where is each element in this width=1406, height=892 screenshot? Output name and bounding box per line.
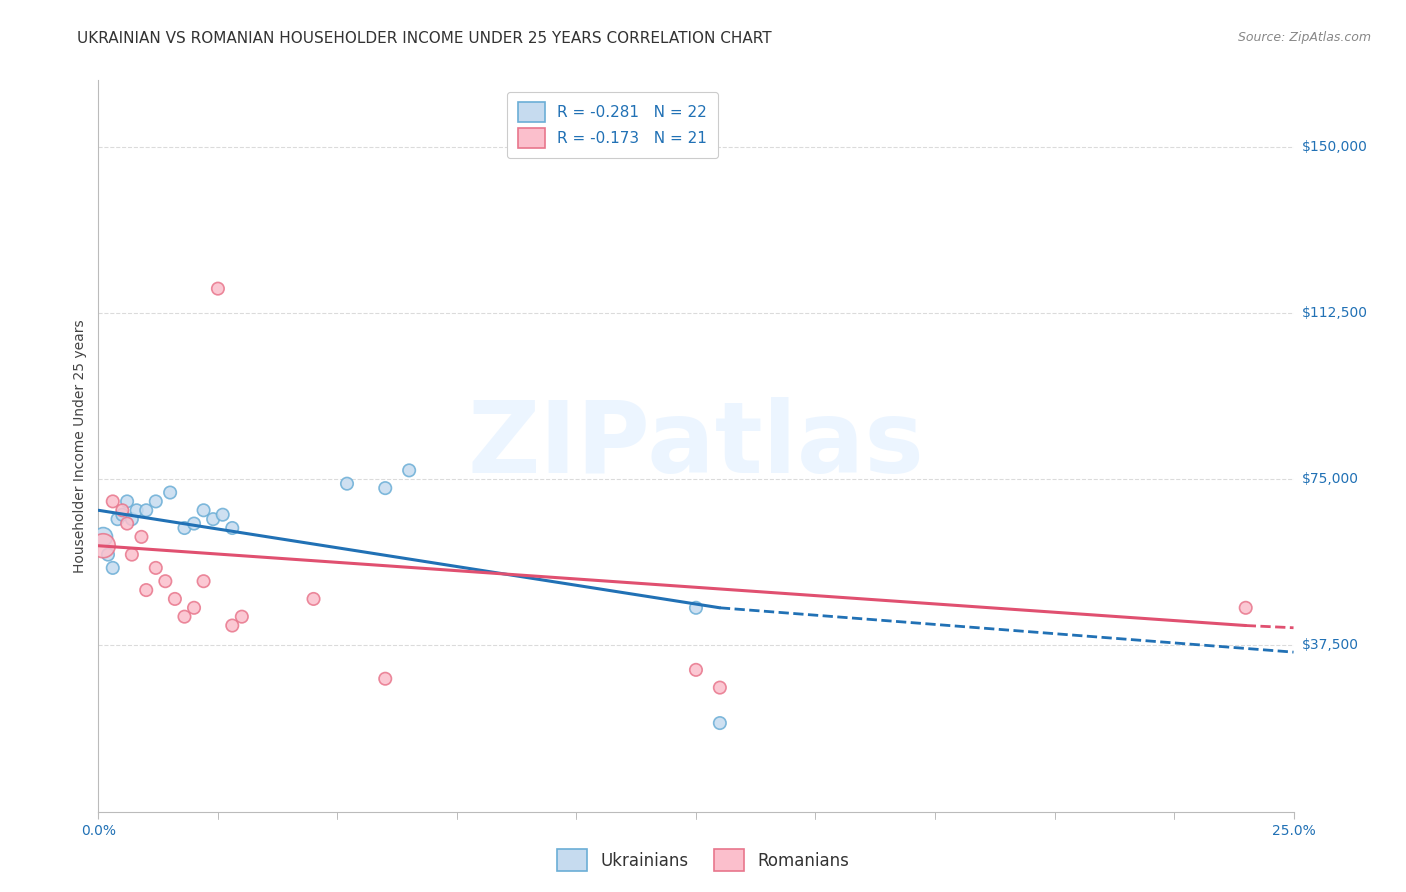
Point [155,574,177,589]
Point [183,600,205,615]
Text: Source: ZipAtlas.com: Source: ZipAtlas.com [1237,31,1371,45]
Point [91,530,114,544]
Text: ZIPatlas: ZIPatlas [468,398,924,494]
Point [685,663,707,677]
Point [202,512,225,526]
Point [145,561,167,575]
Point [101,494,124,508]
Legend: Ukrainians, Romanians: Ukrainians, Romanians [548,841,858,880]
Point [115,516,138,531]
Point [709,716,731,731]
Point [193,574,215,589]
Point [131,530,153,544]
Text: $75,000: $75,000 [1302,472,1358,486]
Point [125,503,148,517]
Point [398,463,420,477]
Legend: R = -0.281   N = 22, R = -0.173   N = 21: R = -0.281 N = 22, R = -0.173 N = 21 [506,92,718,159]
Point [121,512,143,526]
Point [115,494,138,508]
Point [91,539,114,553]
Point [1234,600,1257,615]
Point [163,591,186,606]
Point [193,503,215,517]
Point [231,609,253,624]
Point [302,591,325,606]
Point [145,494,167,508]
Point [207,282,229,296]
Point [183,516,205,531]
Point [159,485,181,500]
Point [111,508,134,522]
Point [107,512,129,526]
Text: $112,500: $112,500 [1302,306,1368,320]
Y-axis label: Householder Income Under 25 years: Householder Income Under 25 years [73,319,87,573]
Point [685,600,707,615]
Point [121,548,143,562]
Point [374,672,396,686]
Point [211,508,233,522]
Point [709,681,731,695]
Point [101,561,124,575]
Point [135,583,157,598]
Text: $150,000: $150,000 [1302,140,1368,153]
Text: $37,500: $37,500 [1302,639,1358,652]
Point [173,521,195,535]
Point [111,503,134,517]
Point [173,609,195,624]
Point [336,476,359,491]
Point [97,548,120,562]
Point [221,618,243,632]
Point [374,481,396,495]
Point [221,521,243,535]
Point [135,503,157,517]
Text: UKRAINIAN VS ROMANIAN HOUSEHOLDER INCOME UNDER 25 YEARS CORRELATION CHART: UKRAINIAN VS ROMANIAN HOUSEHOLDER INCOME… [77,31,772,46]
